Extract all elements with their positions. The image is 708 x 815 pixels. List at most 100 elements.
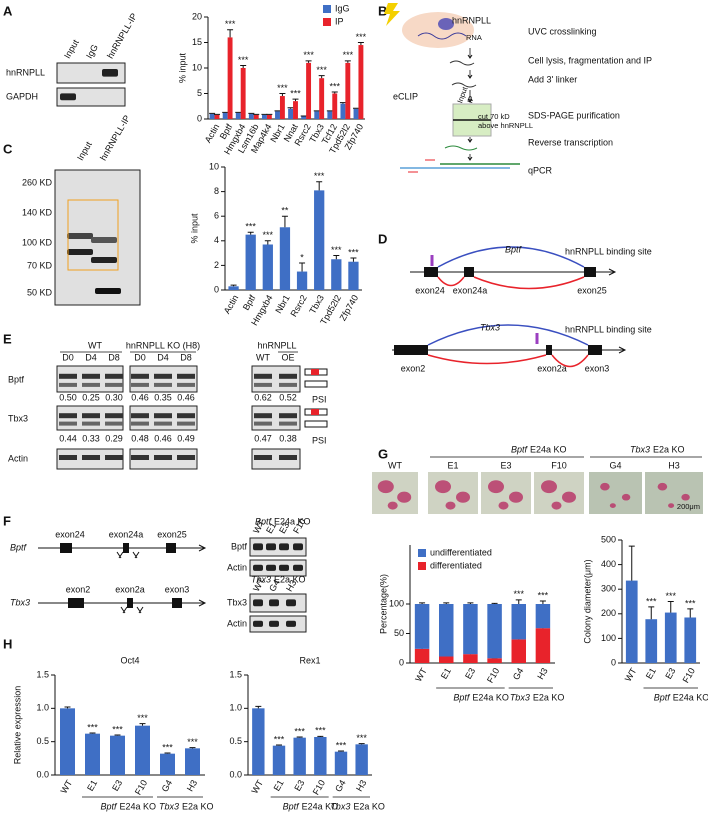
significance: *** <box>343 50 354 60</box>
bar <box>664 612 677 663</box>
arrow-head <box>618 346 627 354</box>
bar <box>262 244 273 290</box>
bar <box>340 103 346 119</box>
lane-label: WT <box>256 352 270 362</box>
error-bar <box>353 107 360 109</box>
error-bar <box>299 262 306 272</box>
colony <box>609 503 616 508</box>
psi-value: 0.35 <box>154 392 172 402</box>
exon-label: exon2a <box>537 363 567 373</box>
gel-band <box>269 620 279 627</box>
arrow-head <box>467 156 473 161</box>
exon <box>424 267 438 277</box>
exon <box>123 543 129 553</box>
gel-band <box>91 257 117 263</box>
y-tick-label: 1.5 <box>36 669 49 679</box>
y-tick-label: 6 <box>214 211 219 221</box>
gel-band <box>91 237 117 243</box>
bar <box>227 37 233 119</box>
bar <box>135 725 150 775</box>
error-bar <box>240 64 247 68</box>
legend-label: IgG <box>335 3 350 13</box>
image-label: E1 <box>447 460 458 470</box>
gel-band <box>266 543 276 551</box>
gel <box>129 365 198 393</box>
gene-name: Tbx3 <box>330 801 350 811</box>
error-bar <box>326 110 333 112</box>
protein <box>438 18 454 30</box>
gel-band <box>279 564 289 571</box>
step-label: qPCR <box>528 165 553 175</box>
bar <box>160 753 175 775</box>
gel <box>249 559 307 577</box>
psi-value: 0.46 <box>131 392 149 402</box>
colony <box>377 480 394 494</box>
step-label: Cell lysis, fragmentation and IP <box>528 55 652 65</box>
significance: *** <box>137 713 148 723</box>
isoform <box>304 380 328 388</box>
error-bar <box>333 255 340 260</box>
lane-label: OE <box>281 352 294 362</box>
psi-value: 0.48 <box>131 433 149 443</box>
y-tick-label: 400 <box>601 559 616 569</box>
note: cut 70 kD <box>478 112 510 121</box>
gel-band <box>59 413 77 419</box>
x-tick-label: G4 <box>333 778 348 793</box>
psi-value: 0.44 <box>59 433 77 443</box>
gel-band <box>82 413 100 419</box>
x-tick-label: E1 <box>644 666 658 681</box>
error-bar <box>667 601 674 613</box>
error-bar <box>491 602 498 604</box>
gel-band <box>254 382 272 387</box>
bar <box>185 748 200 775</box>
bar <box>535 604 551 629</box>
lane-label: D8 <box>180 352 192 362</box>
gene-name: Bptf <box>505 244 523 254</box>
gel-band <box>253 599 263 607</box>
bar <box>296 271 308 290</box>
error-bar <box>338 750 344 752</box>
gel-band <box>154 421 172 426</box>
error-bar <box>164 752 171 754</box>
psi-value: 0.33 <box>82 433 100 443</box>
ko-label: E2a KO <box>274 574 306 584</box>
gel-band <box>177 382 195 387</box>
significance: ** <box>281 206 289 216</box>
gel-band <box>82 421 100 426</box>
y-tick-label: 100 <box>601 633 616 643</box>
isoform-exon <box>311 369 319 375</box>
bar <box>293 101 298 119</box>
gel-band <box>266 564 276 571</box>
error-bar <box>344 60 351 63</box>
y-tick-label: 4 <box>214 235 219 245</box>
x-tick-label: F10 <box>311 778 327 796</box>
psi-label: PSI <box>312 435 327 445</box>
significance: *** <box>538 590 549 600</box>
x-tick-label: F10 <box>681 666 697 684</box>
error-bar <box>114 734 121 736</box>
gel-band <box>177 455 195 460</box>
significance: *** <box>315 726 326 736</box>
gel-band <box>254 421 272 426</box>
error-bar <box>687 608 694 618</box>
exon-label: exon3 <box>165 584 190 594</box>
error-bar <box>264 240 271 245</box>
bar <box>463 604 478 655</box>
x-tick-label: WT <box>413 666 429 684</box>
lane-label: hnRNPLL-IP <box>105 11 139 60</box>
x-tick-label: E3 <box>663 666 677 681</box>
chart-title: Rex1 <box>299 655 320 665</box>
gel-band <box>279 543 289 551</box>
gel-band <box>279 373 297 379</box>
bar <box>288 108 294 119</box>
isoform-exon <box>311 409 319 415</box>
bar <box>252 708 265 775</box>
gel-band <box>105 382 123 387</box>
lane-label: E3 <box>277 521 291 536</box>
image-label: E3 <box>500 460 511 470</box>
error-bar <box>235 111 242 113</box>
gene-name: Bptf <box>10 542 28 552</box>
x-tick-label: Rsrc2 <box>288 293 308 318</box>
psi-value: 0.46 <box>154 433 172 443</box>
colony <box>681 493 690 501</box>
